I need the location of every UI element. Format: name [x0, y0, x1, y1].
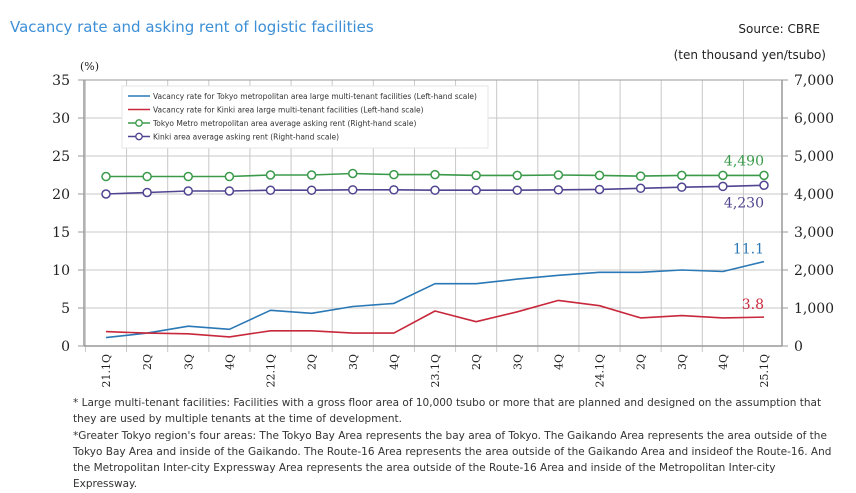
data-point: [471, 185, 481, 195]
legend-entry: Vacancy rate for Kinki area large multi-…: [153, 106, 424, 115]
series-tokyo-rent: [101, 168, 769, 182]
right-axis-ticks: 0 1,000 2,000 3,000 4,000 5,000 6,000 7,000: [794, 73, 834, 355]
x-tick-label: 2Q: [141, 354, 154, 370]
data-point: [430, 169, 440, 180]
end-label-tokyo-vacancy: 11.1: [733, 242, 764, 258]
x-tick-label: 4Q: [388, 354, 401, 370]
data-point: [101, 171, 111, 182]
legend-box: [121, 85, 489, 149]
data-point: [594, 170, 605, 181]
end-label-kinki-vacancy: 3.8: [742, 297, 764, 313]
right-tick-label: 3,000: [794, 225, 834, 241]
legend-swatch-marker: [135, 132, 143, 141]
x-tick-label: 21.1Q: [100, 354, 113, 388]
series-line: [105, 299, 765, 338]
x-tick-label: 22.1Q: [265, 354, 278, 388]
data-point: [142, 187, 152, 198]
right-tick-label: 5,000: [794, 149, 834, 165]
data-point: [224, 171, 235, 182]
series-line: [105, 260, 765, 339]
data-point: [677, 170, 687, 181]
data-point: [677, 182, 687, 192]
left-tick-label: 30: [52, 111, 70, 127]
left-tick-label: 5: [61, 301, 70, 317]
right-tick-label: 7,000: [794, 73, 834, 89]
right-tick-label: 1,000: [794, 301, 834, 317]
right-tick-label: 0: [794, 339, 803, 355]
data-point: [635, 183, 646, 194]
data-point: [306, 185, 317, 195]
left-axis-ticks: 0 5 10 15 20 25 30 35: [52, 73, 70, 355]
footnotes: * Large multi-tenant facilities: Facilit…: [73, 395, 833, 493]
end-label-kinki-rent: 4,230: [724, 195, 764, 211]
data-point: [389, 185, 399, 195]
left-tick-label: 35: [52, 73, 70, 89]
right-tick-label: 6,000: [794, 111, 834, 127]
x-tick-label: 24.1Q: [594, 354, 607, 388]
left-tick-label: 10: [52, 263, 70, 279]
data-point: [224, 186, 235, 196]
series-kinki-vacancy: [105, 299, 765, 338]
data-point: [471, 170, 481, 181]
legend-swatch-marker: [135, 119, 143, 127]
end-label-tokyo-rent: 4,490: [724, 153, 764, 169]
legend-entry: Vacancy rate for Tokyo metropolitan area…: [153, 92, 477, 101]
legend-entry: Tokyo Metro metropolitan area average as…: [152, 119, 416, 128]
x-tick-label: 4Q: [223, 354, 236, 370]
footnote-2: *Greater Tokyo region's four areas: The …: [73, 429, 832, 491]
chart: (%) 0 5 10 15 20 25 30 35 0 1,000 2,000 3,000 4,000…: [52, 60, 834, 388]
data-point: [183, 186, 193, 196]
x-tick-label: 2Q: [635, 354, 648, 370]
left-tick-label: 0: [61, 339, 70, 355]
data-point: [265, 170, 276, 180]
left-tick-label: 25: [52, 149, 70, 165]
x-tick-label: 4Q: [717, 354, 730, 370]
data-point: [265, 185, 276, 195]
data-point: [183, 171, 193, 182]
x-tick-label: 3Q: [676, 354, 689, 370]
x-tick-label: 2Q: [306, 354, 319, 370]
left-tick-label: 15: [52, 225, 70, 241]
data-point: [389, 169, 399, 180]
x-tick-label: 2Q: [470, 354, 483, 370]
chart-title: Vacancy rate and asking rent of logistic…: [10, 18, 374, 36]
footnote-1: * Large multi-tenant facilities: Facilit…: [73, 397, 822, 426]
right-tick-label: 4,000: [794, 187, 834, 203]
data-point: [759, 180, 769, 191]
right-tick-label: 2,000: [794, 263, 834, 279]
data-point: [348, 168, 358, 179]
data-point: [430, 185, 440, 195]
data-point: [635, 171, 646, 181]
series-kinki-rent: [101, 180, 769, 199]
left-axis-unit: (%): [80, 60, 99, 73]
data-point: [553, 170, 564, 180]
data-point: [101, 189, 111, 199]
series-group: [101, 168, 769, 339]
x-tick-label: 3Q: [182, 354, 195, 370]
x-axis-ticks: 21.1Q 2Q 3Q 4Q 22.1Q 2Q 3Q 4Q 23.1Q 2Q 3Q 4Q 24.1Q 2Q…: [100, 354, 771, 388]
x-tick-label: 25.1Q: [758, 354, 771, 388]
axes: [78, 79, 788, 347]
data-point: [718, 170, 728, 181]
data-point: [512, 185, 522, 195]
end-labels: 11.1 3.8 4,490 4,230: [724, 153, 764, 313]
x-tick-label: 3Q: [347, 354, 360, 370]
data-point: [718, 181, 728, 192]
x-tick-label: 23.1Q: [429, 354, 442, 388]
series-tokyo-vacancy: [105, 260, 765, 339]
x-tick-label: 4Q: [552, 354, 565, 370]
legend: Vacancy rate for Tokyo metropolitan area…: [121, 85, 489, 149]
data-point: [348, 185, 358, 195]
legend-entry: Kinki area average asking rent (Right-ha…: [153, 133, 339, 142]
left-tick-label: 20: [52, 187, 70, 203]
data-point: [512, 170, 522, 181]
source-label: Source: CBRE: [738, 22, 820, 36]
x-tick-label: 3Q: [511, 354, 524, 370]
data-point: [306, 170, 317, 180]
data-point: [553, 185, 564, 195]
data-point: [142, 171, 152, 182]
data-point: [759, 170, 769, 181]
right-axis-unit: (ten thousand yen/tsubo): [673, 48, 826, 62]
data-point: [594, 184, 605, 195]
